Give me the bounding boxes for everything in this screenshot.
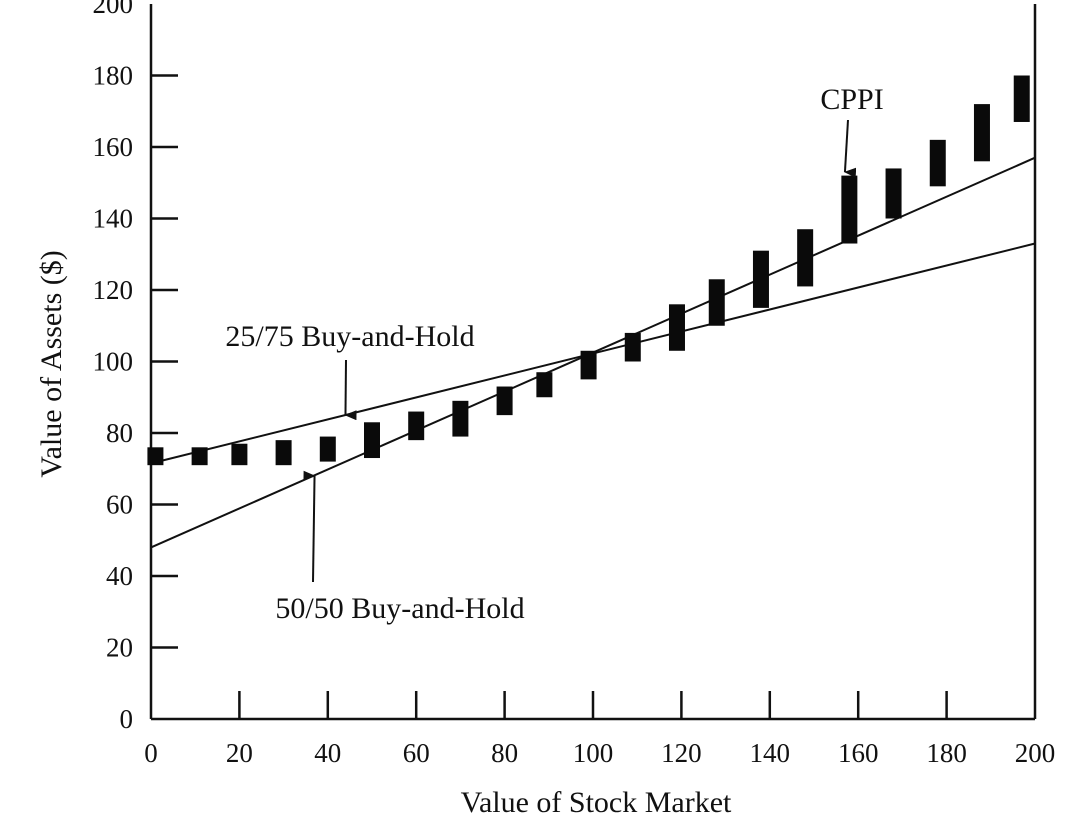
x-axis-ticks: 0 20 40 60 80 100 120 140 160 180 200: [144, 691, 1055, 768]
y-tick-label: 40: [106, 561, 133, 591]
x-tick-label: 140: [750, 738, 791, 768]
x-axis-title: Value of Stock Market: [461, 786, 732, 818]
cppi-bar: [319, 436, 336, 462]
cppi-bar: [147, 447, 164, 466]
annotation-cppi-label: CPPI: [820, 83, 883, 116]
x-tick-label: 180: [926, 738, 967, 768]
cppi-bar: [752, 250, 769, 308]
x-tick-label: 20: [226, 738, 253, 768]
y-tick-label: 160: [93, 132, 134, 162]
cppi-bar: [580, 350, 597, 380]
cppi-bar: [885, 168, 902, 219]
cppi-bar: [841, 175, 858, 244]
cppi-bar: [797, 229, 814, 287]
y-tick-label: 60: [106, 490, 133, 520]
annotation-cppi-arrow: [843, 119, 857, 178]
cppi-bar: [191, 447, 208, 466]
y-tick-label: 80: [106, 418, 133, 448]
cppi-bar: [275, 440, 292, 466]
annotation-25-75-label: 25/75 Buy-and-Hold: [225, 320, 474, 353]
cppi-bar: [624, 332, 641, 362]
cppi-bar: [973, 104, 990, 162]
x-tick-label: 120: [661, 738, 702, 768]
y-axis-title: Value of Assets ($): [35, 250, 68, 477]
y-tick-label: 200: [93, 0, 134, 19]
y-tick-label: 140: [93, 204, 134, 234]
x-tick-label: 100: [573, 738, 614, 768]
cppi-bar: [496, 386, 513, 416]
cppi-range-bars: [147, 75, 1030, 466]
cppi-bar: [408, 411, 425, 441]
annotation-cppi: CPPI: [820, 83, 884, 178]
y-axis-ticks: 0 20 40 60 80 100 120 140 160 180 200: [93, 0, 178, 734]
cppi-bar: [929, 139, 946, 187]
cppi-bar: [364, 422, 380, 459]
x-tick-label: 80: [491, 738, 518, 768]
annotation-50-50: 50/50 Buy-and-Hold: [275, 470, 525, 625]
x-tick-label: 200: [1015, 738, 1056, 768]
cppi-bar: [452, 400, 469, 437]
y-tick-label: 180: [93, 61, 134, 91]
annotation-50-50-arrow: [303, 470, 316, 583]
cppi-bar: [708, 279, 725, 326]
cppi-bar: [1013, 75, 1030, 122]
y-tick-label: 100: [93, 347, 134, 377]
annotation-25-75: 25/75 Buy-and-Hold: [225, 320, 475, 421]
cppi-bar: [231, 443, 248, 466]
y-tick-label: 0: [120, 704, 134, 734]
y-tick-label: 20: [106, 633, 133, 663]
cppi-bar: [668, 304, 685, 351]
x-tick-label: 40: [314, 738, 341, 768]
annotation-50-50-label: 50/50 Buy-and-Hold: [275, 592, 524, 625]
x-tick-label: 60: [403, 738, 430, 768]
x-tick-label: 0: [144, 738, 158, 768]
y-tick-label: 120: [93, 275, 134, 305]
cppi-bar: [536, 372, 553, 398]
x-tick-label: 160: [838, 738, 879, 768]
annotation-25-75-arrow: [344, 359, 357, 421]
